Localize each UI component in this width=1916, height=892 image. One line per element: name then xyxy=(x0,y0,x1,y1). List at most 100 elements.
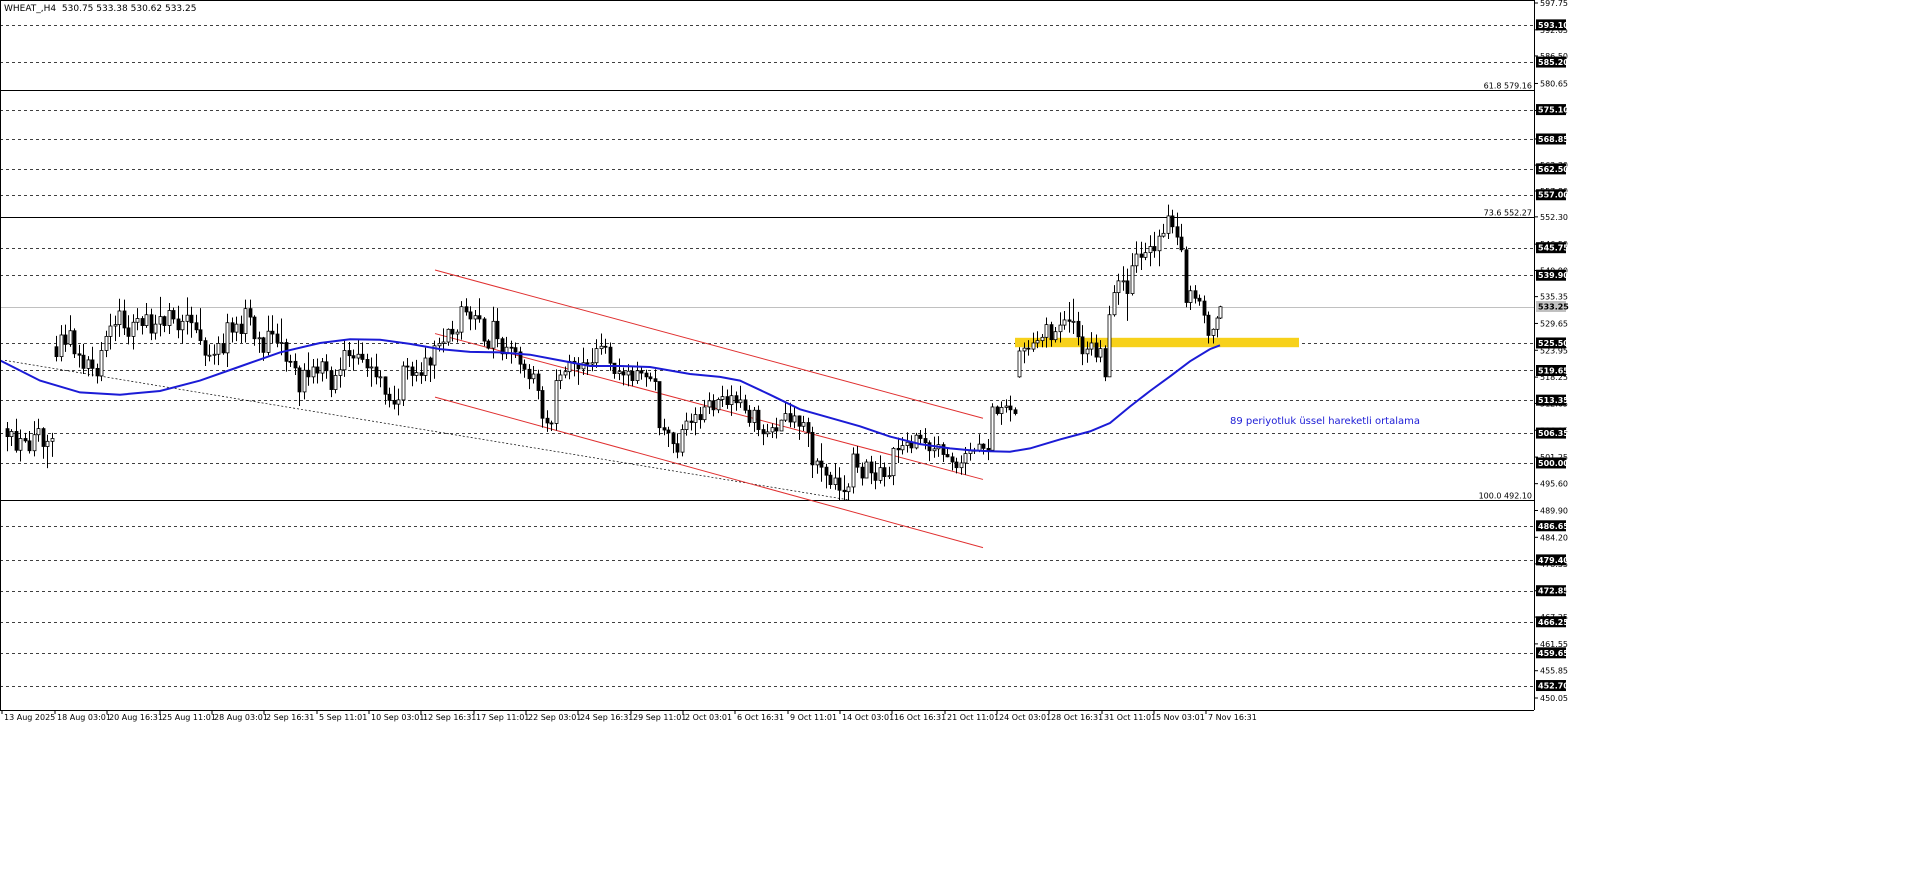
level-price-label: 452.70 xyxy=(1536,680,1569,692)
candle-body xyxy=(702,406,707,421)
candle xyxy=(1058,312,1063,343)
candle xyxy=(1094,334,1099,363)
candle xyxy=(1004,399,1009,413)
candle xyxy=(558,369,563,390)
level-price-label-box xyxy=(1536,133,1566,145)
candle-body xyxy=(72,330,77,355)
candle-body xyxy=(725,396,730,406)
candle xyxy=(896,437,901,463)
candle-body xyxy=(428,357,433,366)
candle-body xyxy=(27,440,32,452)
level-price-label: 593.10 xyxy=(1536,19,1569,31)
trendline-layer xyxy=(4,360,851,501)
candle xyxy=(149,308,154,341)
candle xyxy=(1148,235,1153,267)
candle xyxy=(536,369,541,400)
level-price-label-text: 562.50 xyxy=(1538,165,1569,174)
candle-body xyxy=(864,461,869,479)
candle-body xyxy=(1166,215,1171,234)
candle-body xyxy=(887,475,892,478)
x-tick-label: 21 Oct 11:01 xyxy=(947,713,999,722)
candle xyxy=(540,386,545,428)
candle-body xyxy=(198,329,203,342)
x-tick-label: 2 Sep 16:31 xyxy=(266,713,314,722)
level-price-label-text: 539.90 xyxy=(1538,271,1569,280)
x-tick-label: 25 Aug 11:01 xyxy=(162,713,216,722)
candle-body xyxy=(635,370,640,382)
x-tick-label: 24 Sep 16:31 xyxy=(580,713,633,722)
candle-body xyxy=(36,428,41,436)
candle xyxy=(864,459,869,479)
candle xyxy=(405,358,410,380)
candle-body xyxy=(378,376,383,379)
candle xyxy=(918,430,923,445)
candle xyxy=(351,349,356,371)
candle xyxy=(432,340,437,379)
candle-body xyxy=(882,467,887,478)
candle xyxy=(329,366,334,398)
candle-body xyxy=(9,431,14,438)
candle-body xyxy=(261,337,266,353)
candle-body xyxy=(950,456,955,463)
candle xyxy=(783,402,788,423)
candle-body xyxy=(680,429,685,453)
axes-layer: 597.75592.05586.50580.65574.90568.85563.… xyxy=(0,0,1569,722)
x-tick-label: 5 Sep 11:01 xyxy=(319,713,367,722)
current-price-label-text: 533.25 xyxy=(1538,303,1569,312)
candle-body xyxy=(1170,215,1175,228)
candle-body xyxy=(590,362,595,365)
candle xyxy=(315,358,320,384)
candle-body xyxy=(527,368,532,380)
candle-body xyxy=(450,328,455,335)
candle xyxy=(225,313,230,367)
candle xyxy=(671,431,676,454)
channel-line xyxy=(434,396,984,549)
candle-body xyxy=(558,374,563,382)
candle-body xyxy=(50,438,55,442)
candle xyxy=(954,457,959,474)
candle-body xyxy=(1175,226,1180,238)
candle-body xyxy=(234,323,239,333)
candle-body xyxy=(153,323,158,334)
candle xyxy=(86,356,91,377)
candle-body xyxy=(927,442,932,452)
candle-body xyxy=(270,330,275,335)
candle xyxy=(833,462,838,490)
candle-body xyxy=(1076,320,1081,338)
candle xyxy=(95,363,100,384)
candle xyxy=(689,413,694,431)
candle-body xyxy=(675,443,680,453)
candle-body xyxy=(819,460,824,468)
candle-body xyxy=(603,345,608,348)
level-price-label-text: 568.85 xyxy=(1538,135,1569,144)
candle-body xyxy=(891,447,896,477)
candle xyxy=(950,452,955,471)
candle xyxy=(401,361,406,407)
candle-body xyxy=(162,316,167,326)
y-tick-label: 495.60 xyxy=(1540,480,1568,489)
candle xyxy=(1080,325,1085,366)
ema-annotation: 89 periyotluk üssel hareketli ortalama xyxy=(1230,416,1420,427)
candle xyxy=(725,389,730,409)
candle xyxy=(459,301,464,340)
candle-body xyxy=(1031,342,1036,350)
candle xyxy=(644,369,649,387)
level-price-label: 575.10 xyxy=(1536,104,1569,116)
level-price-label-box xyxy=(1536,457,1566,469)
candle-body xyxy=(923,438,928,444)
candle-body xyxy=(455,331,460,335)
y-tick-label: 597.75 xyxy=(1540,0,1568,8)
candle-body xyxy=(473,315,478,320)
candle xyxy=(423,347,428,382)
candle-body xyxy=(1071,320,1076,323)
candle-body xyxy=(1211,328,1216,336)
candle-body xyxy=(441,341,446,344)
candle-body xyxy=(630,370,635,382)
candle-body xyxy=(986,447,991,451)
candle-body xyxy=(135,318,140,323)
candle-body xyxy=(432,345,437,366)
candle-body xyxy=(1112,292,1117,316)
candle xyxy=(140,316,145,335)
candle xyxy=(878,455,883,484)
level-price-label: 519.65 xyxy=(1536,364,1569,376)
